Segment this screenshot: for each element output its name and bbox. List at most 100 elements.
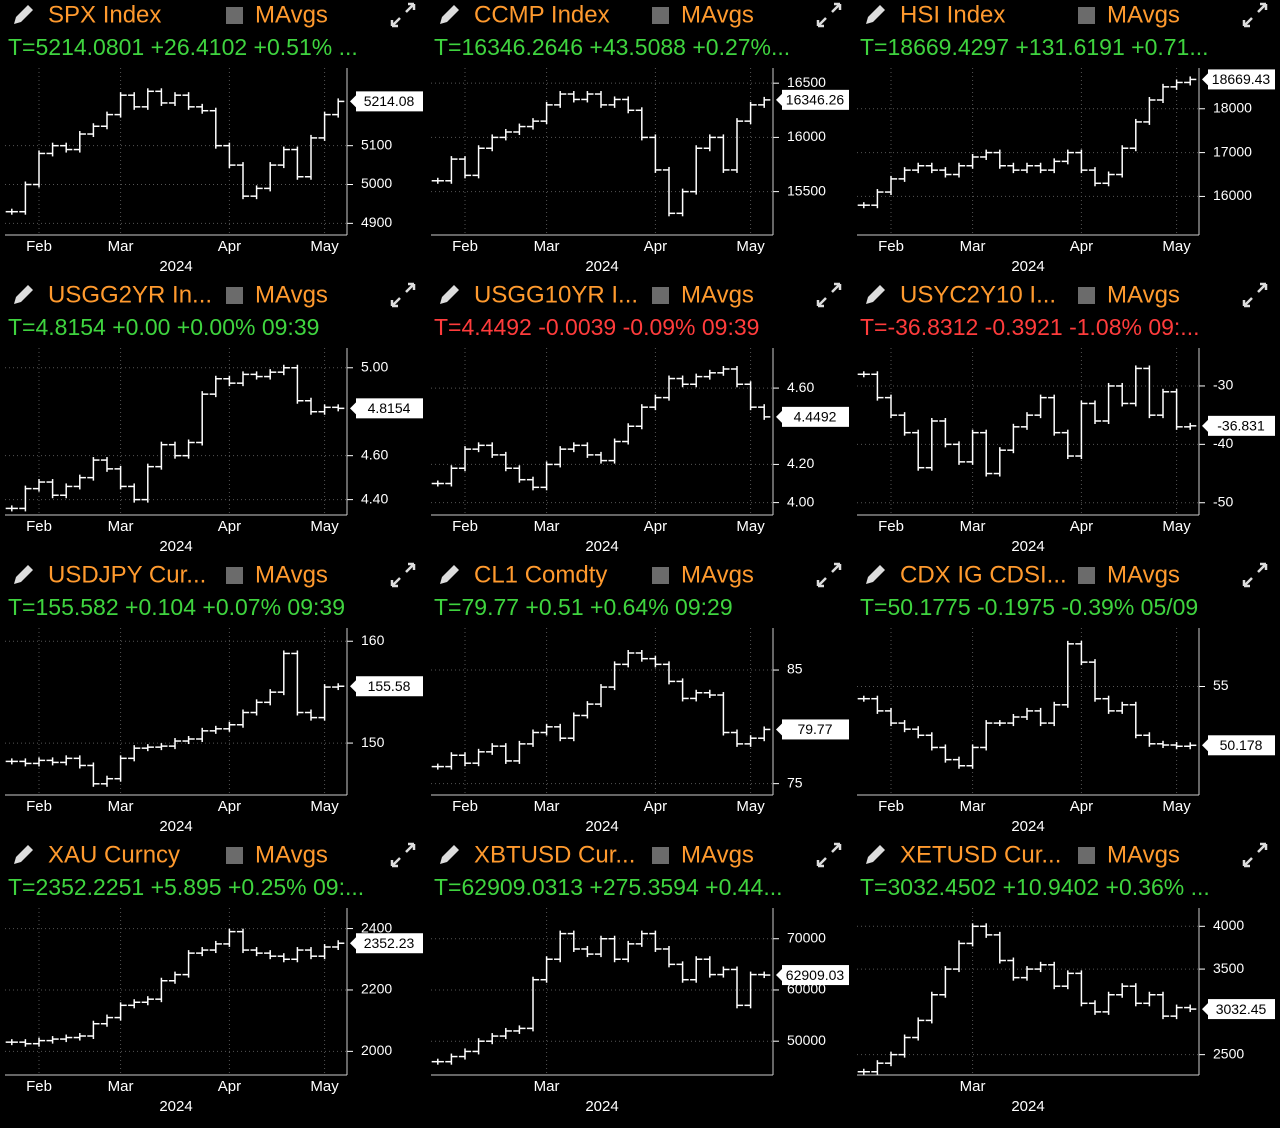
edit-icon[interactable] (14, 5, 33, 24)
expand-icon[interactable] (390, 842, 416, 868)
last-value-box (782, 406, 849, 427)
expand-icon[interactable] (816, 842, 842, 868)
ohlc-bar (608, 935, 621, 963)
mavgs-checkbox[interactable] (1078, 7, 1095, 24)
ohlc-bar (594, 684, 608, 708)
ohlc-bar (250, 371, 263, 380)
last-value-box (782, 719, 849, 740)
ohlc-bar (499, 743, 512, 764)
ohlc-bar (925, 162, 938, 174)
edit-icon[interactable] (866, 565, 885, 584)
last-value-box (1208, 735, 1275, 756)
ohlc-bar (884, 175, 898, 196)
y-tick-label: 75 (787, 774, 803, 790)
expand-icon[interactable] (390, 2, 416, 28)
edit-icon[interactable] (14, 845, 33, 864)
ohlc-bar (1102, 991, 1115, 1015)
ohlc-bar (1184, 1004, 1197, 1013)
ohlc-bar (196, 391, 209, 446)
mavgs-checkbox[interactable] (226, 567, 243, 584)
edit-icon[interactable] (866, 5, 885, 24)
y-tick-label: 2500 (1213, 1045, 1244, 1061)
ohlc-bar (87, 762, 100, 787)
quote-line: T=50.1775 -0.1975 -0.39% 05/09 (860, 594, 1198, 620)
mavgs-checkbox[interactable] (1078, 287, 1095, 304)
expand-icon[interactable] (390, 562, 416, 588)
ohlc-bar (717, 365, 730, 376)
x-tick-label: Mar (108, 1078, 134, 1095)
edit-icon[interactable] (14, 565, 33, 584)
edit-icon[interactable] (866, 845, 885, 864)
mavgs-checkbox[interactable] (226, 847, 243, 864)
x-tick-label: Apr (218, 518, 241, 535)
ohlc-bar (622, 649, 635, 668)
ohlc-bar (19, 485, 32, 512)
expand-icon[interactable] (1242, 2, 1268, 28)
ohlc-bar (703, 956, 716, 978)
ohlc-bar (703, 369, 716, 380)
edit-icon[interactable] (440, 565, 459, 584)
y-tick-label: 2400 (361, 919, 392, 935)
ohlc-bar (939, 167, 952, 178)
expand-icon[interactable] (390, 282, 416, 308)
mavgs-checkbox[interactable] (652, 287, 669, 304)
ohlc-bar (1048, 394, 1061, 436)
ohlc-bar (1034, 162, 1047, 174)
edit-icon[interactable] (440, 845, 459, 864)
ohlc-bar (622, 96, 635, 114)
edit-icon[interactable] (440, 285, 459, 304)
ohlc-bar (980, 149, 993, 160)
mavgs-checkbox[interactable] (652, 847, 669, 864)
ohlc-bar (730, 365, 744, 388)
ohlc-bar (554, 723, 567, 742)
last-value-pointer (776, 969, 782, 982)
ohlc-bar (1102, 382, 1115, 424)
x-tick-label: Mar (534, 798, 560, 815)
ohlc-bar (168, 441, 182, 459)
edit-icon[interactable] (866, 285, 885, 304)
ohlc-bar (1075, 640, 1088, 666)
ohlc-bar (581, 945, 594, 958)
chart-panel: USDJPY Cur... MAvgs T=155.582 +0.104 +0.07… (5, 561, 423, 835)
mavgs-checkbox[interactable] (226, 287, 243, 304)
ohlc-bar (168, 738, 182, 750)
y-tick-label: 4.60 (787, 379, 814, 395)
mavgs-checkbox[interactable] (1078, 567, 1095, 584)
ohlc-bar (898, 720, 911, 733)
ohlc-bar (608, 96, 621, 108)
mavgs-checkbox[interactable] (652, 567, 669, 584)
ohlc-bar (100, 457, 114, 472)
expand-icon[interactable] (1242, 562, 1268, 588)
expand-icon[interactable] (1242, 282, 1268, 308)
ohlc-bar (264, 162, 277, 192)
last-value-pointer (1202, 739, 1208, 752)
expand-icon[interactable] (1242, 842, 1268, 868)
expand-icon[interactable] (816, 282, 842, 308)
mavgs-checkbox[interactable] (652, 7, 669, 24)
y-tick-label: 18000 (1213, 99, 1252, 115)
expand-icon[interactable] (816, 562, 842, 588)
ohlc-bar (1156, 83, 1170, 103)
ohlc-bar (264, 950, 277, 960)
ohlc-bar (87, 1020, 100, 1040)
edit-icon[interactable] (440, 5, 459, 24)
last-value-box (356, 933, 423, 954)
ohlc-bar (19, 758, 32, 767)
x-tick-label: Apr (1070, 518, 1093, 535)
ohlc-bar (939, 744, 952, 763)
edit-icon[interactable] (14, 285, 33, 304)
ohlc-bar (554, 446, 567, 468)
ohlc-bar (458, 752, 472, 767)
ohlc-bar (635, 107, 648, 141)
quote-line: T=4.4492 -0.0039 -0.09% 09:39 (434, 314, 759, 340)
ohlc-bar (87, 457, 100, 481)
ohlc-bar (1088, 1000, 1102, 1015)
last-value-label: 16346.26 (786, 92, 845, 108)
last-value-label: 50.178 (1220, 737, 1263, 753)
mavgs-checkbox[interactable] (1078, 847, 1095, 864)
mavgs-checkbox[interactable] (226, 7, 243, 24)
ohlc-bar (939, 966, 952, 998)
expand-icon[interactable] (816, 2, 842, 28)
mavgs-label: MAvgs (255, 1, 328, 28)
ohlc-bar (758, 96, 771, 108)
